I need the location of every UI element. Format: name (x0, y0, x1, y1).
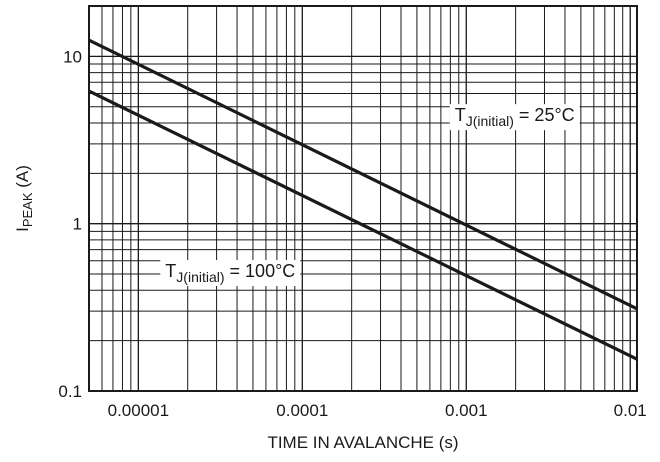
series-line-100c (88, 89, 638, 361)
x-tick-label: 0.01 (614, 401, 647, 420)
plot-frame (88, 5, 638, 392)
series-label-100c-background (160, 260, 301, 287)
y-tick-label: 1 (73, 215, 82, 234)
x-tick-label: 0.0001 (276, 401, 328, 420)
series-label-25c-background (449, 104, 580, 131)
series-line-25c (88, 38, 638, 311)
x-tick-label: 0.001 (445, 401, 488, 420)
y-axis-title: IPEAK (A) (13, 165, 35, 232)
x-tick-label: 0.00001 (108, 401, 169, 420)
y-tick-label: 0.1 (58, 382, 82, 401)
series-lines (88, 38, 638, 361)
tick-labels: 0.00001 0.0001 0.001 0.01 0.1 1 10 (58, 47, 646, 420)
x-axis-title: TIME IN AVALANCHE (s) (267, 433, 458, 452)
series-label-25c: TJ(initial) = 25°C (449, 104, 580, 131)
series-label-100c: TJ(initial) = 100°C (160, 260, 301, 287)
series-label-25c-text: TJ(initial) = 25°C (455, 105, 575, 129)
grid (89, 6, 637, 391)
y-tick-label: 10 (63, 47, 82, 66)
series-label-100c-text: TJ(initial) = 100°C (165, 261, 295, 285)
